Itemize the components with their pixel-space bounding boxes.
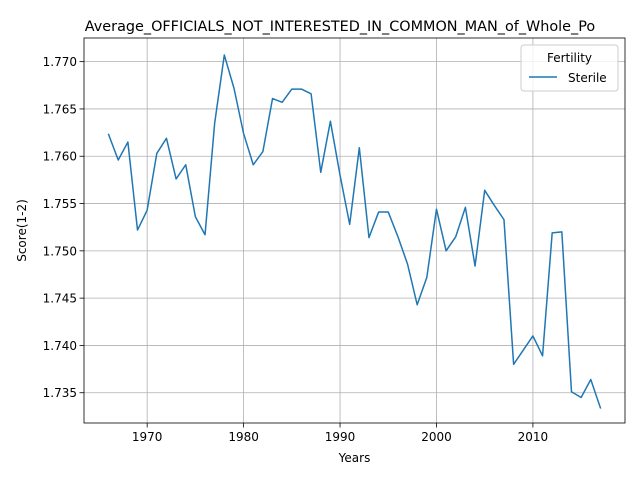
y-tick-label: 1.765 <box>43 102 77 116</box>
legend-title: Fertility <box>547 51 592 65</box>
plot-frame <box>83 37 626 424</box>
legend: Fertility Sterile <box>520 44 619 92</box>
y-tick-label: 1.745 <box>43 292 77 306</box>
grid <box>84 38 625 423</box>
x-tick-label: 2000 <box>421 430 452 444</box>
x-axis-title: Years <box>338 451 371 465</box>
y-axis-ticks: 1.735 1.740 1.745 1.750 1.755 1.760 1.765 1.770 <box>43 55 84 400</box>
series-group <box>107 54 602 409</box>
x-axis-ticks: 1970 1980 1990 2000 2010 <box>132 423 548 444</box>
y-tick-label: 1.755 <box>43 197 77 211</box>
x-tick-label: 2010 <box>518 430 549 444</box>
legend-label-sterile: Sterile <box>568 71 607 85</box>
y-tick-label: 1.735 <box>43 386 77 400</box>
y-tick-label: 1.740 <box>43 339 77 353</box>
y-axis-title: Score(1-2) <box>15 199 29 262</box>
series-line-sterile <box>107 54 602 409</box>
x-tick-label: 1970 <box>132 430 163 444</box>
y-tick-label: 1.770 <box>43 55 77 69</box>
x-tick-label: 1990 <box>325 430 356 444</box>
y-tick-label: 1.760 <box>43 150 77 164</box>
y-tick-label: 1.750 <box>43 244 77 258</box>
legend-box <box>520 44 619 92</box>
chart-title: Average_OFFICIALS_NOT_INTERESTED_IN_COMM… <box>85 19 596 35</box>
plot-area <box>84 38 625 423</box>
x-tick-label: 1980 <box>228 430 259 444</box>
